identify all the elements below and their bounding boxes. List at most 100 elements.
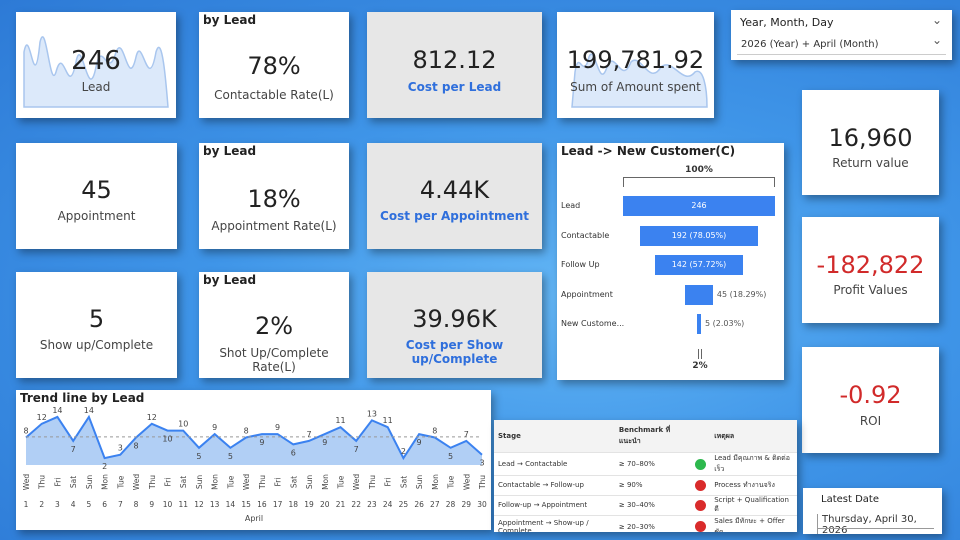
status-dot-icon xyxy=(695,521,707,532)
lead-label: Lead xyxy=(81,80,111,94)
data-label: 14 xyxy=(84,406,94,415)
x-tick-date: 5 xyxy=(87,500,92,509)
showup-label: Show up/Complete xyxy=(39,338,154,352)
x-tick-day: Sun xyxy=(305,475,314,490)
appointment-rate-value: 18% xyxy=(247,185,301,213)
x-tick-day: Tue xyxy=(226,475,235,489)
x-tick-date: 27 xyxy=(430,500,440,509)
funnel-stage-label: Appointment xyxy=(561,289,613,299)
funnel-value-label: 45 (18.29%) xyxy=(716,289,767,299)
funnel-row[interactable]: Appointment 45 (18.29%) xyxy=(557,284,784,305)
x-tick-day: Mon xyxy=(211,474,220,490)
x-tick-day: Tue xyxy=(336,475,345,489)
kpi-card-showup: 5 Show up/Complete xyxy=(16,272,177,378)
x-tick-date: 18 xyxy=(289,500,299,509)
data-label: 9 xyxy=(275,423,280,432)
chevron-down-icon: ⌄ xyxy=(931,33,942,47)
data-label: 10 xyxy=(178,420,188,429)
data-label: 12 xyxy=(37,413,47,422)
showup-value: 5 xyxy=(88,305,105,333)
benchmark-stage-cell: Lead → Contactable xyxy=(494,452,615,476)
x-tick-date: 24 xyxy=(383,500,393,509)
x-tick-day: Fri xyxy=(274,478,283,487)
table-row[interactable]: Lead → Contactable ≥ 70–80% Lead มีคุณภาพ … xyxy=(494,452,797,476)
benchmark-value-cell: ≥ 30–40% xyxy=(614,494,692,515)
profit-label: Profit Values xyxy=(833,283,908,297)
by-lead-header: by Lead xyxy=(203,13,257,27)
funnel-row[interactable]: Lead 246 xyxy=(557,196,784,216)
data-label: 5 xyxy=(196,452,201,461)
x-tick-date: 25 xyxy=(399,500,409,509)
return-value: 16,960 xyxy=(828,124,913,152)
x-tick-day: Wed xyxy=(242,474,251,491)
appointment-value: 45 xyxy=(81,176,112,204)
trend-chart-title: Trend line by Lead xyxy=(20,391,145,405)
latest-date-underline xyxy=(817,528,934,529)
x-tick-day: Thu xyxy=(478,475,487,490)
kpi-card-cost-per-appointment: 4.44K Cost per Appointment xyxy=(367,143,542,249)
cost-per-appointment-label: Cost per Appointment xyxy=(380,209,529,223)
x-tick-date: 7 xyxy=(118,500,123,509)
x-tick-date: 11 xyxy=(178,500,188,509)
data-label: 3 xyxy=(118,444,123,453)
benchmark-stage-cell: Contactable → Follow-up xyxy=(494,475,615,495)
benchmark-col-reason[interactable]: เหตุผล xyxy=(710,420,797,453)
x-tick-date: 15 xyxy=(241,500,251,509)
data-label: 9 xyxy=(212,423,217,432)
x-tick-date: 8 xyxy=(134,500,139,509)
x-tick-day: Wed xyxy=(352,474,361,491)
x-tick-date: 3 xyxy=(55,500,60,509)
data-label: 7 xyxy=(354,445,359,454)
chevron-down-icon[interactable]: ⌄ xyxy=(931,13,942,27)
x-tick-date: 6 xyxy=(102,500,107,509)
amount-sparkline xyxy=(571,53,708,108)
x-tick-date: 12 xyxy=(194,500,204,509)
trend-line xyxy=(25,414,483,461)
data-label: 10 xyxy=(162,435,172,444)
data-label: 14 xyxy=(52,406,62,415)
table-row[interactable]: Contactable → Follow-up ≥ 90% Process ทำงา… xyxy=(494,475,797,495)
funnel-bar[interactable] xyxy=(639,225,759,246)
funnel-value-label: 5 (2.03%) xyxy=(705,319,745,328)
funnel-row[interactable]: Follow Up 142 (57.72%) xyxy=(557,255,784,275)
x-tick-day: Sat xyxy=(179,476,188,488)
funnel-row[interactable]: New Custome... 5 (2.03%) xyxy=(557,314,784,334)
x-tick-day: Fri xyxy=(164,478,173,487)
data-label: 7 xyxy=(71,445,76,454)
funnel-bar[interactable] xyxy=(685,284,713,305)
kpi-card-cost-per-showup: 39.96K Cost per Show up/Complete xyxy=(367,272,542,378)
table-row[interactable]: Follow-up → Appointment ≥ 30–40% Script + … xyxy=(494,494,797,515)
x-tick-date: 14 xyxy=(226,500,236,509)
benchmark-col-bench[interactable]: Benchmark ที่แนะนำ xyxy=(614,420,692,453)
benchmark-col-status[interactable] xyxy=(691,420,711,453)
x-tick-date: 16 xyxy=(257,500,267,509)
x-tick-date: 21 xyxy=(336,500,346,509)
x-tick-date: 23 xyxy=(367,500,377,509)
benchmark-col-stage[interactable]: Stage xyxy=(494,420,615,453)
date-filter-slicer[interactable]: Year, Month, Day ⌄ 2026 (Year) + April (… xyxy=(731,10,952,60)
funnel-bar[interactable] xyxy=(623,196,775,216)
kpi-card-roi: -0.92 ROI xyxy=(802,347,939,453)
funnel-row[interactable]: Contactable 192 (78.05%) xyxy=(557,225,784,246)
x-tick-day: Wed xyxy=(22,474,31,491)
funnel-top-pct: 100% xyxy=(685,165,713,175)
table-row[interactable]: Appointment → Show-up / Complete ≥ 20–30%… xyxy=(494,514,797,532)
cost-per-showup-label: Cost per Show up/Complete xyxy=(405,338,504,366)
funnel-stage-label: Lead xyxy=(561,201,581,210)
data-label: 8 xyxy=(244,427,249,436)
data-label: 8 xyxy=(23,427,28,436)
x-tick-date: 22 xyxy=(351,500,361,509)
funnel-stage-label: Follow Up xyxy=(561,260,600,269)
date-filter-value: 2026 (Year) + April (Month) xyxy=(741,39,879,50)
date-filter-dropdown[interactable]: 2026 (Year) + April (Month) ⌄ xyxy=(737,33,946,55)
x-tick-day: Sat xyxy=(289,476,298,488)
data-label: 2 xyxy=(401,447,406,456)
benchmark-header-row: Stage Benchmark ที่แนะนำ เหตุผล xyxy=(494,420,797,453)
showup-rate-label: Shot Up/Complete Rate(L) xyxy=(219,346,329,374)
funnel-bar[interactable] xyxy=(655,255,743,275)
funnel-bar[interactable] xyxy=(697,314,701,334)
latest-date-title: Latest Date xyxy=(821,494,879,505)
x-tick-day: Wed xyxy=(462,474,471,491)
status-dot-icon xyxy=(695,458,707,470)
kpi-card-amount-spent: 199,781.92 Sum of Amount spent xyxy=(557,12,714,118)
